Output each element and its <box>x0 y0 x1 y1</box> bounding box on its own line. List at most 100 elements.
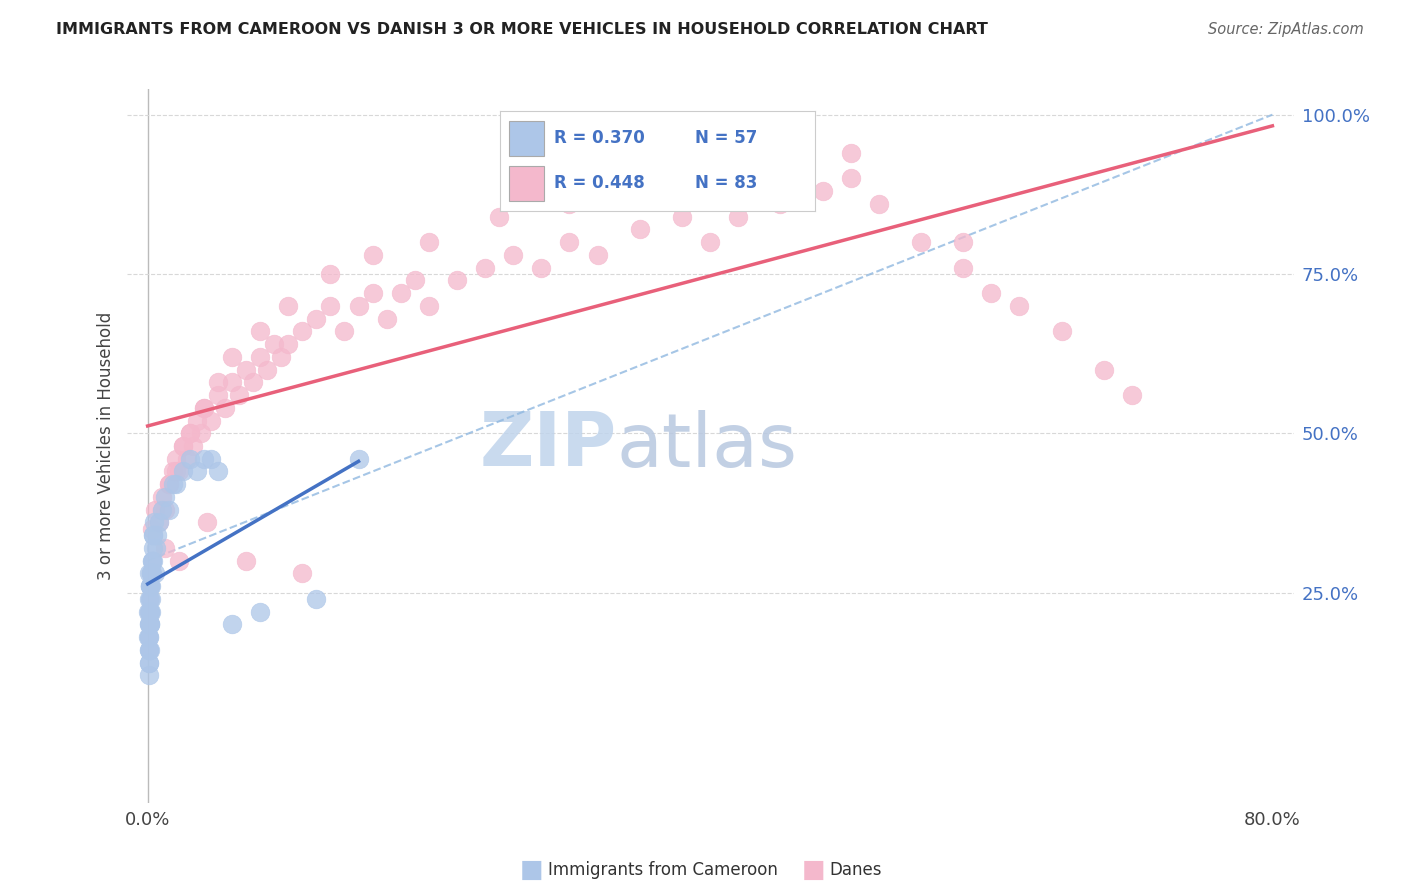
Point <box>249 350 271 364</box>
Point <box>643 184 665 198</box>
Point <box>418 235 440 249</box>
Point <box>347 451 370 466</box>
Point <box>839 145 862 160</box>
Point <box>190 426 212 441</box>
Point <box>138 566 160 581</box>
Point <box>141 566 163 581</box>
Point <box>148 516 170 530</box>
Point <box>404 273 426 287</box>
Point <box>586 248 609 262</box>
Point <box>138 656 160 670</box>
Point <box>138 630 160 644</box>
Point <box>141 579 162 593</box>
Point <box>138 668 160 682</box>
Point <box>165 451 187 466</box>
Point <box>446 273 468 287</box>
Text: ■: ■ <box>801 858 825 881</box>
Point <box>221 376 243 390</box>
Point <box>138 617 162 632</box>
Point <box>305 591 328 606</box>
Point <box>157 477 180 491</box>
Point <box>980 286 1002 301</box>
Point <box>558 235 581 249</box>
Point <box>319 267 342 281</box>
Point <box>138 591 162 606</box>
Point <box>839 171 862 186</box>
Point <box>474 260 496 275</box>
Point <box>270 350 292 364</box>
Point <box>157 502 180 516</box>
Point <box>305 311 328 326</box>
Point <box>361 286 384 301</box>
Point <box>172 439 194 453</box>
Point <box>153 490 176 504</box>
Point <box>179 426 201 441</box>
Point <box>165 477 187 491</box>
Text: Danes: Danes <box>830 861 882 879</box>
Point <box>952 260 974 275</box>
Point <box>172 465 194 479</box>
Point <box>148 516 170 530</box>
Point <box>200 451 222 466</box>
Point <box>249 605 271 619</box>
Point <box>558 197 581 211</box>
Text: ZIP: ZIP <box>479 409 617 483</box>
Point <box>139 579 162 593</box>
Text: IMMIGRANTS FROM CAMEROON VS DANISH 3 OR MORE VEHICLES IN HOUSEHOLD CORRELATION C: IMMIGRANTS FROM CAMEROON VS DANISH 3 OR … <box>56 22 988 37</box>
Point <box>200 413 222 427</box>
Point <box>139 605 162 619</box>
Point <box>141 541 163 555</box>
Point <box>242 376 264 390</box>
Point <box>143 502 166 516</box>
Point <box>172 439 194 453</box>
Point <box>142 554 165 568</box>
Point <box>910 235 932 249</box>
Point <box>502 248 524 262</box>
Point <box>176 451 198 466</box>
Point <box>138 617 160 632</box>
Point <box>699 235 721 249</box>
Point <box>186 465 208 479</box>
Point <box>141 566 162 581</box>
Point <box>138 630 160 644</box>
Point <box>186 413 208 427</box>
Point <box>139 579 162 593</box>
Point <box>195 516 218 530</box>
Point <box>868 197 890 211</box>
Point <box>150 502 173 516</box>
Point <box>727 171 749 186</box>
Point <box>138 643 160 657</box>
Point <box>207 376 229 390</box>
Point <box>628 222 651 236</box>
Point <box>952 235 974 249</box>
Point <box>319 299 342 313</box>
Point <box>193 401 215 415</box>
Point <box>228 388 250 402</box>
Point <box>207 388 229 402</box>
Text: Immigrants from Cameroon: Immigrants from Cameroon <box>548 861 778 879</box>
Point <box>142 528 165 542</box>
Point <box>811 184 834 198</box>
Point <box>138 643 160 657</box>
Point <box>162 477 184 491</box>
Point <box>256 362 278 376</box>
Point <box>139 617 162 632</box>
Point <box>138 605 160 619</box>
Point <box>235 554 257 568</box>
Point <box>138 617 160 632</box>
Point <box>141 554 163 568</box>
Point <box>488 210 510 224</box>
Point <box>146 528 169 542</box>
Point <box>193 451 215 466</box>
Point <box>143 566 166 581</box>
Point <box>181 439 204 453</box>
Point <box>165 465 187 479</box>
Point <box>150 490 173 504</box>
Point <box>769 197 792 211</box>
Point <box>221 617 243 632</box>
Point <box>139 566 162 581</box>
Point <box>142 528 165 542</box>
Point <box>1008 299 1031 313</box>
Point <box>277 337 299 351</box>
Point <box>167 554 190 568</box>
